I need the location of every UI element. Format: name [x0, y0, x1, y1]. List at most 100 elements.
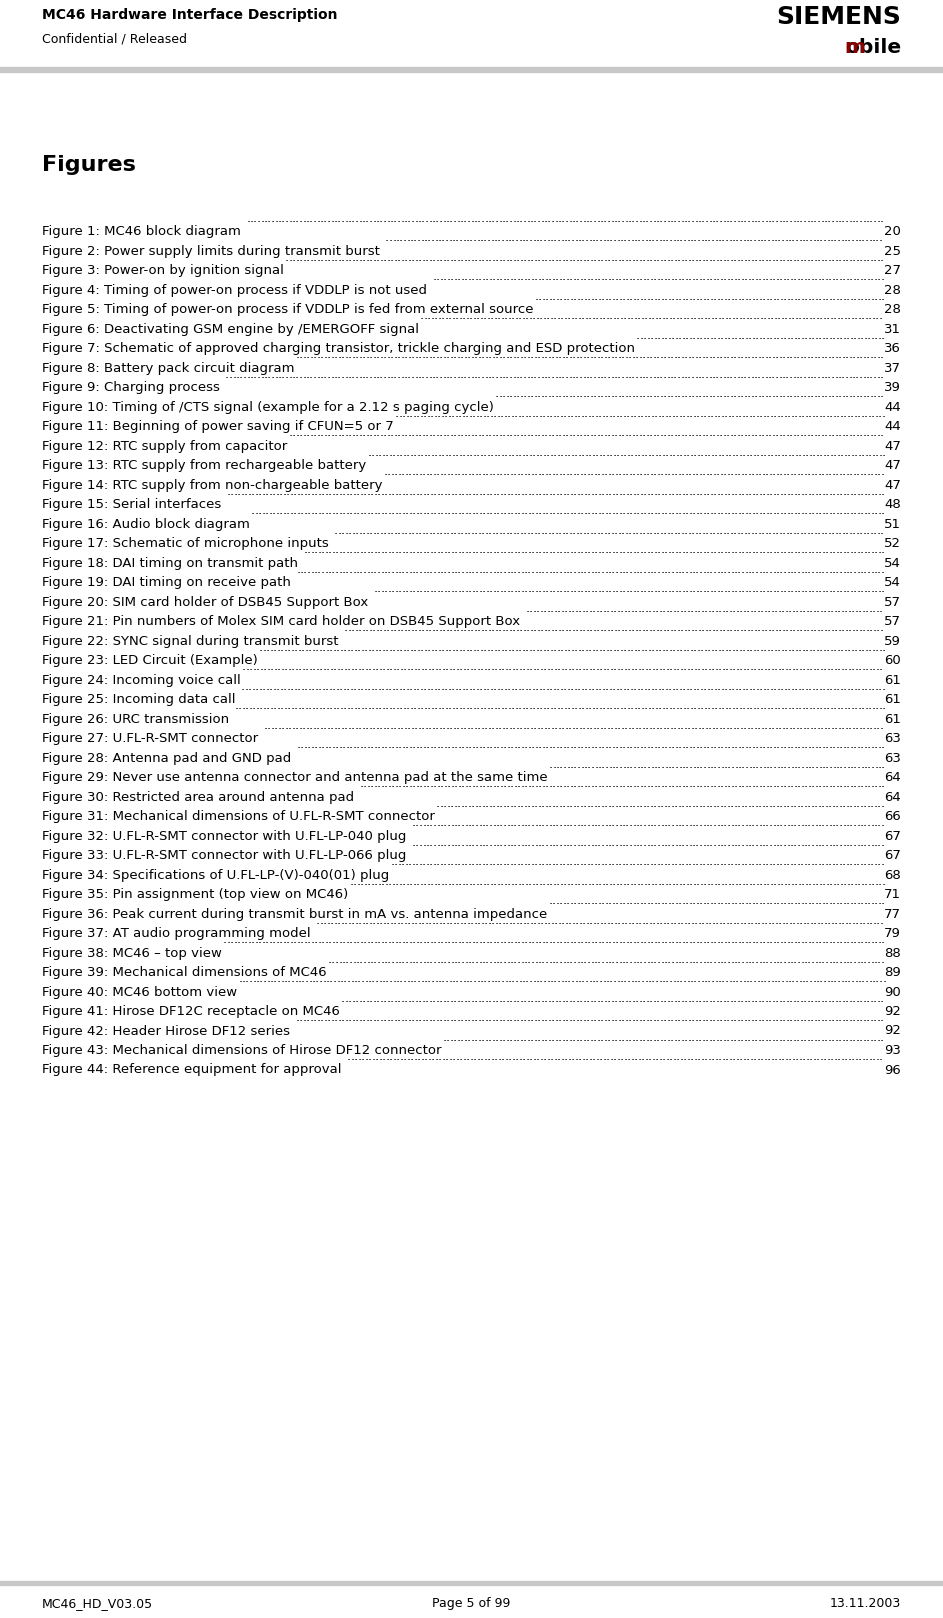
Text: .: . [360, 699, 365, 712]
Text: .: . [849, 466, 853, 479]
Text: .: . [612, 757, 616, 770]
Text: .: . [643, 777, 647, 790]
Text: .: . [425, 544, 430, 557]
Text: .: . [633, 680, 637, 693]
Text: .: . [858, 660, 862, 673]
Text: .: . [569, 1031, 572, 1044]
Text: .: . [574, 602, 578, 615]
Text: .: . [712, 387, 716, 400]
Text: .: . [772, 738, 777, 751]
Text: .: . [482, 934, 486, 947]
Text: .: . [712, 992, 716, 1005]
Text: .: . [255, 934, 258, 947]
Text: .: . [526, 367, 530, 380]
Text: .: . [753, 602, 757, 615]
Text: .: . [521, 641, 525, 654]
Text: .: . [839, 777, 843, 790]
Text: .: . [763, 699, 767, 712]
Text: .: . [784, 406, 787, 419]
Text: .: . [564, 914, 569, 927]
Text: Figure 37: AT audio programming model: Figure 37: AT audio programming model [42, 927, 315, 940]
Text: .: . [359, 485, 364, 498]
Text: .: . [620, 1050, 624, 1063]
Text: .: . [634, 660, 637, 673]
Text: .: . [804, 757, 808, 770]
Text: .: . [446, 856, 451, 869]
Text: .: . [596, 212, 601, 225]
Text: .: . [521, 953, 524, 966]
Text: .: . [682, 505, 686, 518]
Text: .: . [524, 582, 528, 595]
Text: .: . [499, 953, 504, 966]
Text: .: . [662, 914, 667, 927]
Text: .: . [535, 485, 538, 498]
Text: .: . [241, 972, 246, 985]
Text: .: . [615, 563, 619, 576]
Text: .: . [460, 563, 465, 576]
Text: .: . [774, 1050, 778, 1063]
Text: .: . [559, 544, 563, 557]
Text: .: . [542, 231, 547, 244]
Text: .: . [320, 1011, 323, 1024]
Text: .: . [670, 856, 674, 869]
Text: .: . [870, 875, 875, 888]
Text: .: . [294, 699, 298, 712]
Text: .: . [778, 621, 782, 634]
Text: .: . [605, 445, 609, 458]
Text: .: . [819, 621, 824, 634]
Text: .: . [677, 270, 682, 283]
Text: .: . [774, 367, 779, 380]
Text: .: . [687, 796, 692, 809]
Text: .: . [494, 660, 498, 673]
Text: .: . [706, 934, 710, 947]
Text: .: . [472, 699, 476, 712]
Text: .: . [591, 231, 596, 244]
Text: .: . [607, 348, 611, 361]
Text: .: . [624, 387, 628, 400]
Text: .: . [825, 680, 830, 693]
Text: .: . [708, 212, 712, 225]
Text: .: . [688, 895, 692, 908]
Text: .: . [846, 544, 850, 557]
Text: .: . [549, 875, 553, 888]
Text: .: . [783, 856, 786, 869]
Text: .: . [800, 426, 803, 438]
Text: .: . [814, 348, 818, 361]
Text: .: . [301, 641, 305, 654]
Text: .: . [417, 972, 421, 985]
Text: .: . [449, 914, 453, 927]
Text: .: . [622, 406, 626, 419]
Text: .: . [634, 445, 637, 458]
Text: .: . [360, 641, 364, 654]
Text: .: . [748, 757, 753, 770]
Text: .: . [385, 445, 389, 458]
Text: .: . [836, 660, 841, 673]
Text: .: . [625, 815, 629, 828]
Text: .: . [618, 426, 621, 438]
Text: .: . [743, 251, 748, 264]
Text: .: . [748, 895, 752, 908]
Text: .: . [611, 505, 616, 518]
Text: .: . [555, 485, 559, 498]
Text: .: . [531, 738, 535, 751]
Text: .: . [639, 680, 644, 693]
Text: .: . [483, 641, 487, 654]
Text: .: . [512, 621, 516, 634]
Text: .: . [427, 1050, 431, 1063]
Text: .: . [758, 505, 763, 518]
Text: .: . [391, 680, 395, 693]
Text: .: . [618, 856, 621, 869]
Text: .: . [563, 406, 567, 419]
Text: Figure 4: Timing of power-on process if VDDLP is not used: Figure 4: Timing of power-on process if … [42, 283, 431, 296]
Text: .: . [799, 660, 802, 673]
Text: .: . [825, 328, 829, 341]
Text: .: . [852, 544, 857, 557]
Text: .: . [376, 524, 380, 537]
Text: .: . [772, 835, 776, 849]
Text: .: . [679, 699, 683, 712]
Text: .: . [743, 621, 747, 634]
Text: .: . [511, 445, 515, 458]
Text: .: . [702, 348, 705, 361]
Text: .: . [471, 426, 474, 438]
Text: .: . [518, 699, 522, 712]
